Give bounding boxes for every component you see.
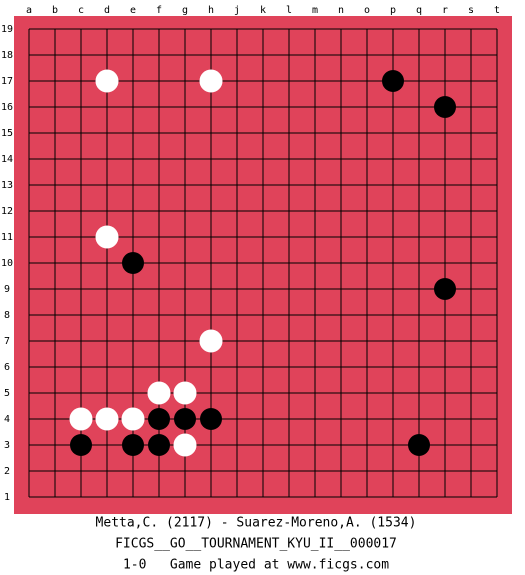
row-label: 13	[1, 180, 13, 191]
stones	[69, 69, 456, 457]
tournament: FICGS__GO__TOURNAMENT_KYU_II__000017	[115, 537, 397, 552]
column-label: e	[130, 5, 136, 16]
column-label: s	[468, 5, 474, 16]
white-stone	[199, 69, 223, 93]
row-label: 10	[1, 258, 13, 269]
white-stone	[199, 329, 223, 353]
white-stone	[95, 69, 119, 93]
white-stone	[173, 433, 197, 457]
white-stone	[69, 407, 93, 431]
row-label: 19	[1, 24, 13, 35]
column-label: f	[156, 5, 162, 16]
white-stone	[147, 381, 171, 405]
black-stone	[148, 408, 170, 430]
row-label: 3	[4, 440, 10, 451]
row-label: 12	[1, 206, 13, 217]
column-label: g	[182, 5, 188, 16]
row-label: 1	[4, 492, 10, 503]
labels: a b c d e f g h j k l m n o p q r s t191817161514131211109…	[1, 5, 500, 503]
column-label: d	[104, 5, 110, 16]
column-label: o	[364, 5, 370, 16]
white-stone	[95, 407, 119, 431]
row-label: 9	[4, 284, 10, 295]
row-label: 16	[1, 102, 13, 113]
row-label: 2	[4, 466, 10, 477]
row-label: 17	[1, 76, 13, 87]
black-stone	[434, 96, 456, 118]
black-stone	[408, 434, 430, 456]
column-label: l	[286, 5, 292, 16]
column-label: t	[494, 5, 500, 16]
black-stone	[174, 408, 196, 430]
black-stone	[382, 70, 404, 92]
black-stone	[434, 278, 456, 300]
black-stone	[200, 408, 222, 430]
column-label: b	[52, 5, 58, 16]
row-label: 11	[1, 232, 13, 243]
white-stone	[95, 225, 119, 249]
row-label: 18	[1, 50, 13, 61]
column-label: q	[416, 5, 422, 16]
column-label: k	[260, 5, 266, 16]
column-label: a	[26, 5, 32, 16]
row-label: 4	[4, 414, 10, 425]
column-label: m	[312, 5, 318, 16]
black-stone	[70, 434, 92, 456]
column-label: j	[234, 5, 240, 16]
column-label: h	[208, 5, 214, 16]
column-label: c	[78, 5, 84, 16]
black-stone	[122, 434, 144, 456]
row-label: 7	[4, 336, 10, 347]
white-stone	[173, 381, 197, 405]
row-label: 8	[4, 310, 10, 321]
black-stone	[148, 434, 170, 456]
players: Metta,C. (2117) - Suarez-Moreno,A. (1534…	[96, 516, 417, 531]
row-label: 15	[1, 128, 13, 139]
result: 1-0 Game played at www.ficgs.com	[123, 558, 389, 573]
row-label: 14	[1, 154, 13, 165]
white-stone	[121, 407, 145, 431]
black-stone	[122, 252, 144, 274]
column-label: p	[390, 5, 396, 16]
column-label: n	[338, 5, 344, 16]
row-label: 5	[4, 388, 10, 399]
row-label: 6	[4, 362, 10, 373]
column-label: r	[442, 5, 448, 16]
